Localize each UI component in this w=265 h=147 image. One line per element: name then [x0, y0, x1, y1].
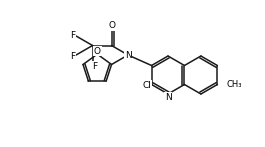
- Text: Cl: Cl: [142, 81, 151, 90]
- Text: F: F: [70, 51, 76, 61]
- Text: F: F: [70, 30, 76, 40]
- Text: F: F: [92, 62, 97, 71]
- Text: O: O: [108, 21, 115, 30]
- Text: N: N: [165, 93, 171, 102]
- Text: CH₃: CH₃: [226, 80, 242, 89]
- Text: N: N: [125, 51, 131, 60]
- Text: O: O: [94, 47, 101, 56]
